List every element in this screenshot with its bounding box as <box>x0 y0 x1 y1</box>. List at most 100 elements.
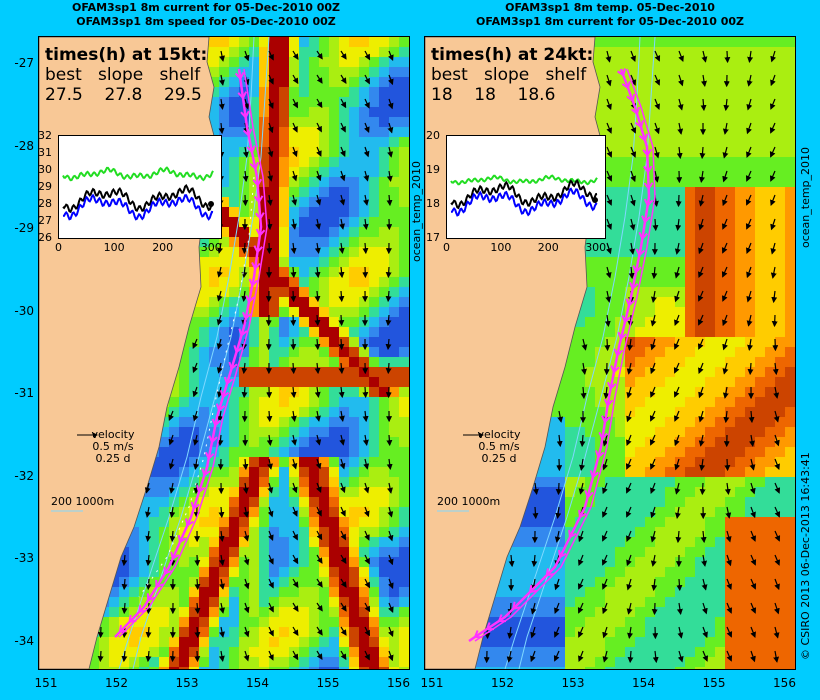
field-cell <box>209 117 219 127</box>
lon-tick: 152 <box>491 676 514 690</box>
field-cell <box>239 167 249 177</box>
field-cell <box>229 627 239 637</box>
field-cell <box>785 557 795 567</box>
field-cell <box>339 407 349 417</box>
field-cell <box>585 347 595 357</box>
field-cell <box>359 387 369 397</box>
field-cell <box>705 637 715 647</box>
field-cell <box>399 627 409 637</box>
field-cell <box>775 527 785 537</box>
field-cell <box>675 497 685 507</box>
field-cell <box>229 497 239 507</box>
field-cell <box>399 297 409 307</box>
field-cell <box>555 477 565 487</box>
field-cell <box>605 577 615 587</box>
field-cell <box>765 267 775 277</box>
field-cell <box>259 667 269 669</box>
field-cell <box>279 557 289 567</box>
field-cell <box>259 647 269 657</box>
field-cell <box>289 167 299 177</box>
field-cell <box>359 97 369 107</box>
current-arrow <box>291 434 298 446</box>
field-cell <box>129 537 139 547</box>
field-cell <box>645 237 655 247</box>
field-cell <box>239 517 249 527</box>
field-cell <box>685 297 695 307</box>
field-cell <box>775 37 785 47</box>
field-cell <box>359 647 369 657</box>
field-cell <box>655 387 665 397</box>
current-arrow <box>364 602 371 613</box>
field-cell <box>269 607 279 617</box>
field-cell <box>279 327 289 337</box>
field-cell <box>585 467 595 477</box>
field-cell <box>565 627 575 637</box>
field-cell <box>219 497 229 507</box>
field-cell <box>219 507 229 517</box>
field-cell <box>279 187 289 197</box>
current-arrow <box>216 314 223 326</box>
field-cell <box>209 447 219 457</box>
field-cell <box>775 467 785 477</box>
depth-legend: 200 1000m <box>51 495 115 508</box>
field-cell <box>625 637 635 647</box>
field-cell <box>565 507 575 517</box>
field-cell <box>665 177 675 187</box>
field-cell <box>369 137 379 147</box>
field-cell <box>475 647 485 657</box>
field-cell <box>585 557 595 567</box>
field-cell <box>495 577 505 587</box>
field-cell <box>239 87 249 97</box>
field-cell <box>635 127 645 137</box>
field-cell <box>349 357 359 367</box>
current-arrow <box>243 650 250 662</box>
field-cell <box>665 257 675 267</box>
field-cell <box>319 567 329 577</box>
field-cell <box>369 287 379 297</box>
field-cell <box>725 487 735 497</box>
field-cell <box>725 357 735 367</box>
lon-tick: 151 <box>420 676 444 690</box>
current-arrow <box>243 530 250 542</box>
field-cell <box>635 367 645 377</box>
field-cell <box>399 197 409 207</box>
field-cell <box>299 537 309 547</box>
field-cell <box>665 147 675 157</box>
field-cell <box>595 357 605 367</box>
field-cell <box>399 647 409 657</box>
field-cell <box>695 307 705 317</box>
field-cell <box>249 527 259 537</box>
field-cell <box>229 417 239 427</box>
field-cell <box>209 637 219 647</box>
field-cell <box>249 607 259 617</box>
field-cell <box>565 587 575 597</box>
field-cell <box>705 577 715 587</box>
field-cell <box>369 57 379 67</box>
field-cell <box>775 207 785 217</box>
field-cell <box>389 67 399 77</box>
field-cell <box>755 227 765 237</box>
field-cell <box>269 437 279 447</box>
field-cell <box>595 37 605 47</box>
field-cell <box>725 447 735 457</box>
field-cell <box>585 317 595 327</box>
field-cell <box>239 377 249 387</box>
field-cell <box>149 647 159 657</box>
field-cell <box>389 347 399 357</box>
current-arrow <box>242 170 249 183</box>
field-cell <box>309 317 319 327</box>
field-cell <box>319 637 329 647</box>
field-cell <box>259 497 269 507</box>
field-cell <box>199 327 209 337</box>
field-cell <box>209 667 219 669</box>
field-cell <box>369 297 379 307</box>
field-cell <box>259 397 269 407</box>
field-cell <box>389 517 399 527</box>
field-cell <box>605 547 615 557</box>
current-arrow <box>121 602 128 615</box>
field-cell <box>785 337 795 347</box>
field-cell <box>605 597 615 607</box>
field-cell <box>755 137 765 147</box>
field-cell <box>109 607 119 617</box>
field-cell <box>725 87 735 97</box>
